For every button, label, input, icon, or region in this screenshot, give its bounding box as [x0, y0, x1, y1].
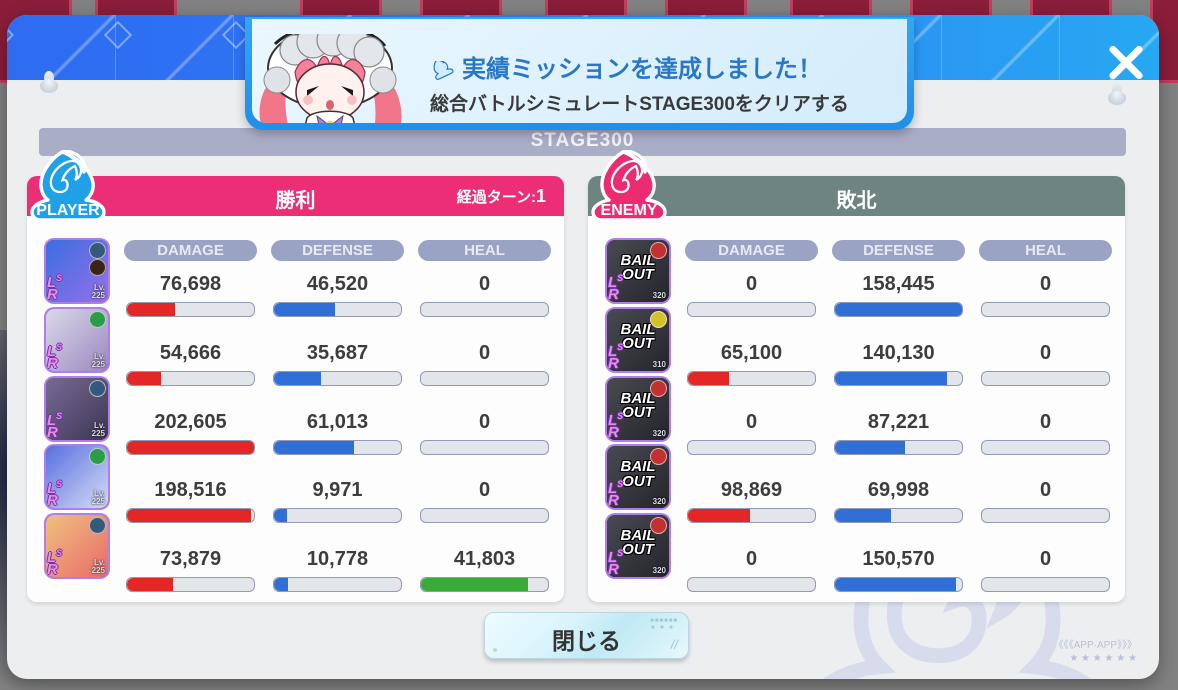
svg-text:PLAYER: PLAYER: [36, 202, 100, 219]
svg-text:ENEMY: ENEMY: [601, 202, 658, 219]
